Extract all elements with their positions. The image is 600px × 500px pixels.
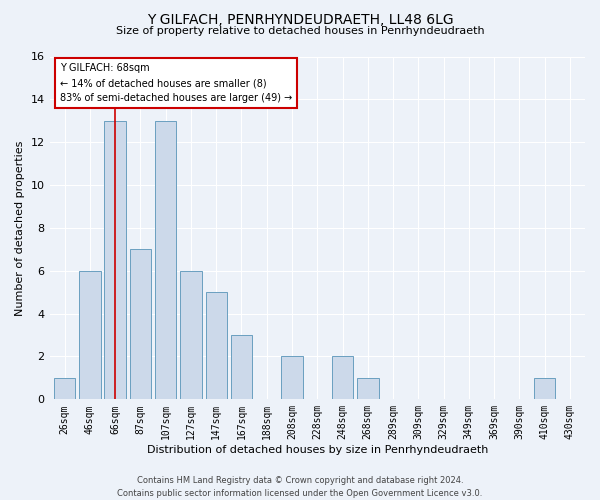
Text: Contains HM Land Registry data © Crown copyright and database right 2024.
Contai: Contains HM Land Registry data © Crown c…	[118, 476, 482, 498]
Bar	[332, 356, 353, 400]
Bar	[130, 250, 151, 400]
Text: Y GILFACH, PENRHYNDEUDRAETH, LL48 6LG: Y GILFACH, PENRHYNDEUDRAETH, LL48 6LG	[146, 12, 454, 26]
Bar	[534, 378, 556, 400]
Bar	[79, 271, 101, 400]
Text: Size of property relative to detached houses in Penrhyndeudraeth: Size of property relative to detached ho…	[116, 26, 484, 36]
Bar	[206, 292, 227, 400]
Y-axis label: Number of detached properties: Number of detached properties	[15, 140, 25, 316]
X-axis label: Distribution of detached houses by size in Penrhyndeudraeth: Distribution of detached houses by size …	[146, 445, 488, 455]
Bar	[104, 121, 126, 400]
Bar	[54, 378, 76, 400]
Text: Y GILFACH: 68sqm
← 14% of detached houses are smaller (8)
83% of semi-detached h: Y GILFACH: 68sqm ← 14% of detached house…	[60, 64, 293, 103]
Bar	[357, 378, 379, 400]
Bar	[231, 335, 252, 400]
Bar	[180, 271, 202, 400]
Bar	[281, 356, 303, 400]
Bar	[155, 121, 176, 400]
